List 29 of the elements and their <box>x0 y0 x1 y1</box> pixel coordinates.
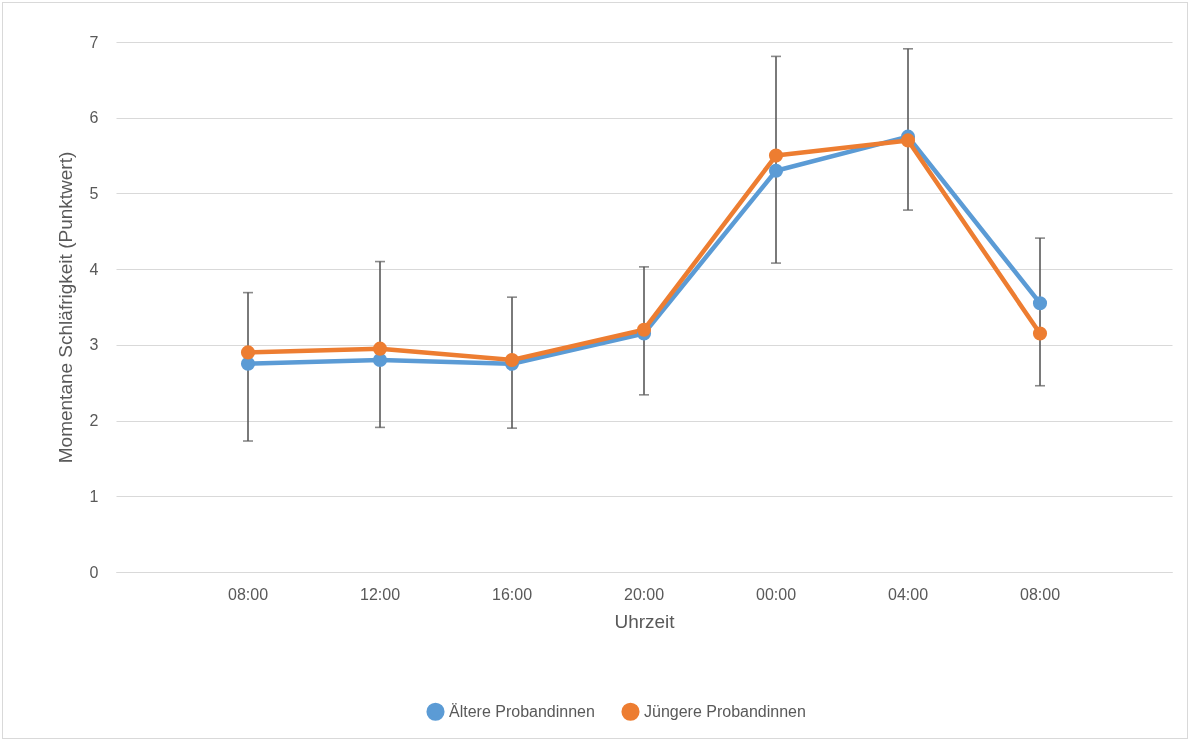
y-tick-label: 6 <box>89 109 99 127</box>
legend-label: Jüngere Probandinnen <box>644 702 806 720</box>
x-tick-label: 04:00 <box>887 585 929 603</box>
x-tick-label: 00:00 <box>755 585 797 603</box>
point <box>240 356 256 371</box>
y-tick-label: 7 <box>89 33 99 51</box>
point <box>240 345 256 360</box>
point <box>1032 326 1048 341</box>
point <box>768 163 784 178</box>
x-tick-label: 08:00 <box>1019 585 1061 603</box>
x-tick-label: 08:00 <box>227 585 269 603</box>
y-axis-title: Momentane Schläfrigkeit (Punktwert) <box>54 151 76 464</box>
point <box>768 148 784 163</box>
point <box>636 322 652 337</box>
point <box>1032 296 1048 311</box>
y-tick-label: 2 <box>89 412 99 430</box>
y-tick-label: 1 <box>89 487 99 505</box>
x-tick-label: 20:00 <box>623 585 665 603</box>
x-axis-title: Uhrzeit <box>614 610 676 632</box>
x-tick-label: 12:00 <box>359 585 401 603</box>
y-tick-label: 4 <box>89 260 99 278</box>
y-tick-label: 3 <box>89 336 99 354</box>
point <box>504 352 520 368</box>
y-tick-label: 0 <box>89 563 99 581</box>
point <box>900 133 916 148</box>
x-tick-label: 16:00 <box>491 585 533 603</box>
point <box>372 341 388 356</box>
y-tick-label: 5 <box>89 184 99 202</box>
legend-label: Ältere Probandinnen <box>449 702 595 720</box>
